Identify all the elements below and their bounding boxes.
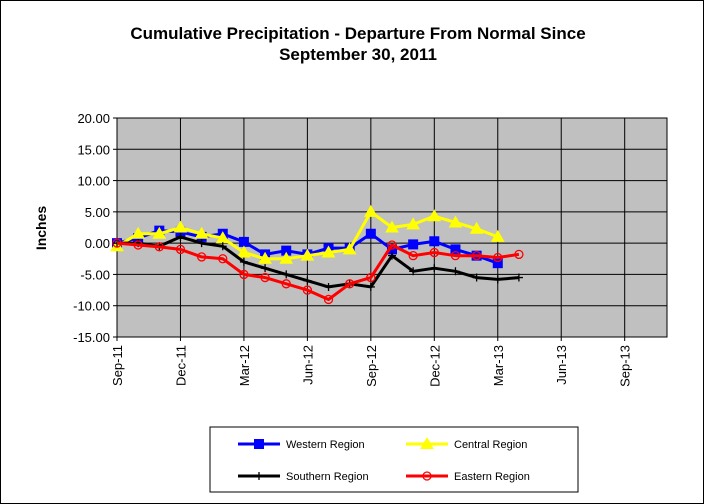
eastern-region-point — [345, 279, 355, 289]
southern-region-point — [303, 276, 312, 285]
central-region-point — [279, 251, 294, 264]
y-tick-label: 5.00 — [85, 205, 110, 220]
central-region-point — [427, 209, 442, 222]
eastern-region-legend-marker — [422, 471, 432, 481]
central-region-point — [406, 217, 421, 230]
southern-region-point — [430, 264, 439, 273]
y-tick-label: -5.00 — [80, 267, 110, 282]
central-region-point — [385, 220, 399, 233]
western-region-point — [429, 236, 440, 247]
legend-box — [209, 426, 579, 493]
eastern-region-point — [366, 272, 376, 283]
central-region-legend-marker — [420, 436, 434, 449]
x-tick-label: Sep-12 — [364, 345, 379, 387]
central-region-series — [110, 204, 505, 264]
legend: Western Region Central Region Southern Reg… — [209, 426, 579, 493]
y-axis: 20.00 15.00 10.00 5.00 0.00 -5.00 -10.00 -15.00 — [73, 111, 117, 345]
y-tick-label: -15.00 — [73, 330, 110, 345]
central-region-point — [321, 245, 336, 258]
central-region-point — [300, 248, 315, 261]
eastern-region-point — [154, 242, 164, 252]
x-tick-label: Sep-11 — [110, 345, 125, 386]
eastern-region-point — [218, 254, 228, 264]
eastern-region-point — [133, 240, 143, 250]
southern-region-point — [261, 264, 270, 273]
y-tick-label: -10.00 — [73, 299, 110, 314]
eastern-region-point — [302, 285, 313, 295]
southern-region-point — [514, 273, 523, 282]
eastern-region-point — [196, 252, 207, 262]
western-region-legend-label: Western Region — [286, 439, 365, 451]
x-tick-label: Dec-11 — [173, 345, 188, 386]
eastern-region-point — [323, 294, 334, 305]
southern-region-point — [472, 273, 481, 282]
central-region-point — [173, 220, 188, 233]
southern-region-point — [176, 232, 185, 241]
southern-region-point — [388, 251, 396, 260]
eastern-region-point — [471, 251, 482, 261]
x-tick-label: Dec-12 — [427, 345, 442, 387]
x-tick-label: Sep-13 — [618, 345, 633, 387]
series-lines — [110, 204, 524, 305]
western-region-legend-marker — [254, 439, 264, 449]
x-tick-label: Mar-13 — [491, 345, 506, 386]
eastern-region-point — [429, 247, 439, 258]
y-tick-label: 0.00 — [85, 236, 110, 251]
x-tick-label: Jun-12 — [300, 345, 315, 385]
southern-region-point — [218, 242, 227, 251]
x-tick-label: Mar-12 — [237, 345, 252, 386]
chart-title-line1: Cumulative Precipitation - Departure Fro… — [130, 24, 585, 43]
central-region-legend-label: Central Region — [454, 439, 527, 451]
southern-region-point — [239, 257, 248, 266]
southern-region-point — [493, 275, 502, 284]
southern-region-point — [282, 270, 291, 279]
southern-region-point — [409, 267, 418, 276]
central-region-point — [237, 245, 251, 258]
y-tick-label: 15.00 — [77, 142, 110, 157]
y-axis-label: Inches — [33, 206, 49, 251]
central-region-point — [194, 226, 209, 239]
y-tick-label: 20.00 — [77, 111, 110, 126]
chart-title-line2: September 30, 2011 — [279, 45, 437, 64]
western-region-point — [365, 228, 376, 239]
central-region-point — [152, 226, 167, 239]
eastern-region-point — [281, 279, 291, 289]
x-tick-label: Jun-13 — [554, 345, 569, 385]
eastern-region-point — [450, 251, 461, 261]
eastern-region-legend-label: Eastern Region — [454, 471, 530, 483]
eastern-region-point — [493, 252, 503, 263]
southern-region-point — [366, 282, 375, 291]
eastern-region-series — [112, 238, 524, 305]
eastern-region-point — [514, 249, 524, 260]
central-region-point — [131, 226, 146, 239]
y-tick-label: 10.00 — [77, 174, 110, 189]
eastern-region-point — [260, 272, 270, 283]
central-region-point — [490, 229, 505, 242]
eastern-region-point — [175, 244, 186, 255]
southern-region-legend-marker — [255, 472, 263, 480]
western-region-point — [408, 239, 419, 250]
western-region-point — [450, 244, 461, 255]
eastern-region-point — [408, 251, 418, 261]
x-axis: Sep-11 Dec-11 Mar-12 Jun-12 Sep-12 Dec-12 Mar-… — [110, 337, 633, 387]
eastern-region-point — [239, 269, 249, 280]
southern-region-point — [197, 239, 206, 248]
central-region-point — [469, 221, 484, 234]
central-region-point — [342, 242, 357, 255]
eastern-region-point — [387, 240, 397, 250]
western-region-point — [238, 236, 249, 247]
central-region-point — [363, 204, 378, 217]
central-region-point — [448, 215, 463, 228]
central-region-point — [258, 251, 272, 264]
southern-region-point — [451, 267, 460, 276]
southern-region-legend-label: Southern Region — [286, 471, 369, 483]
southern-region-point — [324, 282, 333, 291]
